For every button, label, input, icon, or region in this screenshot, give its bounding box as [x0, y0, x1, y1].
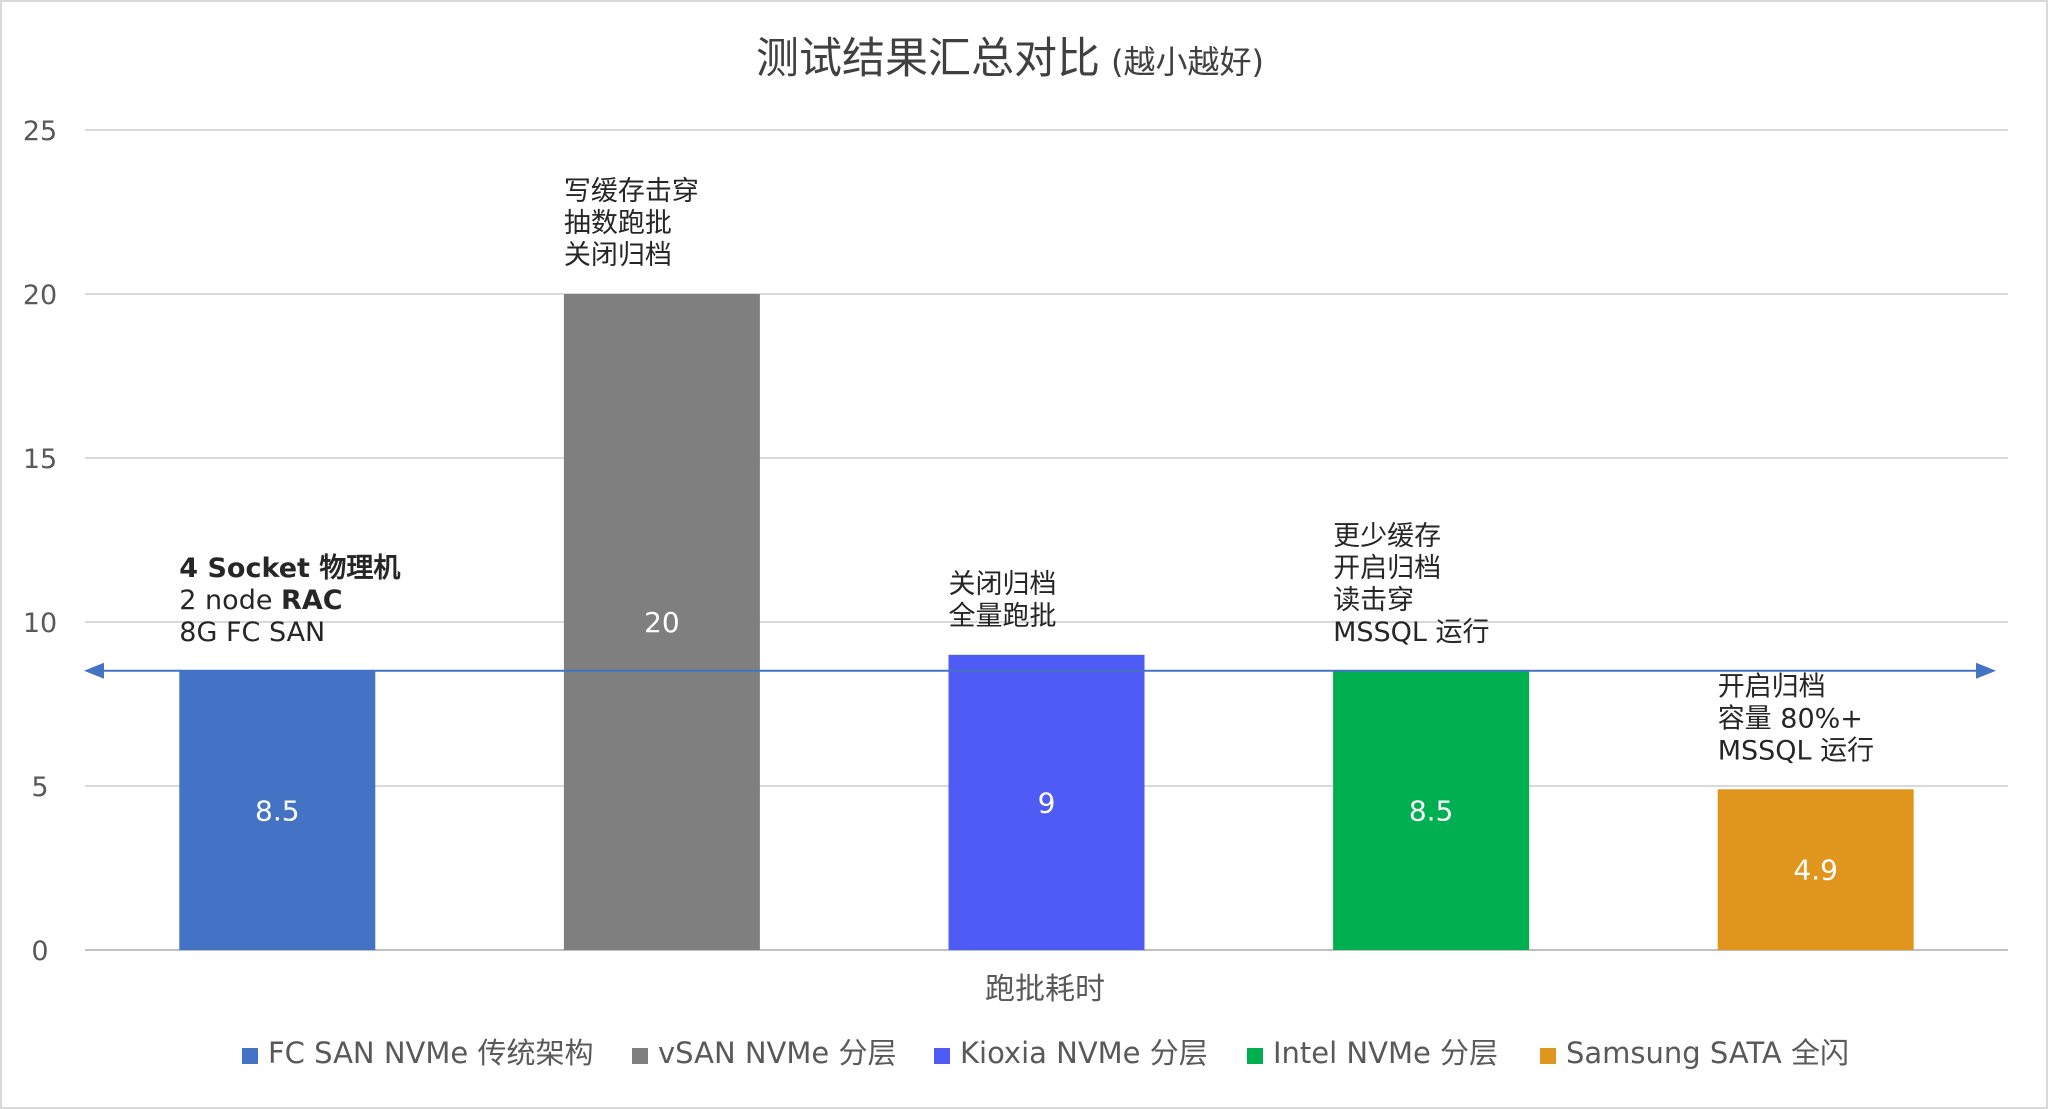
bar-value-label: 9: [1038, 786, 1056, 819]
reference-arrow-right: [1976, 662, 1996, 679]
legend-item: FC SAN NVMe 传统架构: [242, 1036, 593, 1070]
annotation-text: 开启归档: [1718, 671, 1826, 702]
annotation-text: 容量 80%+: [1718, 703, 1863, 734]
reference-line: [84, 662, 1996, 679]
legend-label: Samsung SATA 全闪: [1566, 1036, 1849, 1070]
bar-annotation-line: 更少缓存: [1333, 521, 1441, 552]
y-tick-label: 5: [31, 772, 48, 803]
bar: [179, 671, 376, 950]
bar: [563, 294, 760, 950]
annotation-text: 2 node: [179, 585, 281, 616]
legend: FC SAN NVMe 传统架构 vSAN NVMe 分层 Kioxia NVMe …: [242, 1036, 1849, 1070]
bar: [1333, 671, 1530, 950]
legend-swatch: [242, 1048, 258, 1064]
y-tick-label: 0: [31, 936, 48, 967]
y-tick-label: 25: [23, 116, 57, 147]
bar-annotation-line: MSSQL 运行: [1718, 735, 1874, 766]
chart-title: 测试结果汇总对比: [756, 34, 1100, 84]
bar-annotation-line: 开启归档: [1718, 671, 1826, 702]
bar-value-label: 4.9: [1793, 854, 1838, 887]
annotation-text: 写缓存击穿: [564, 176, 699, 207]
annotation-text: 读击穿: [1333, 585, 1414, 616]
bars: 8.5 20 9 8.5 4.9: [179, 294, 1914, 950]
annotation-text: 抽数跑批: [564, 208, 672, 239]
y-axis-ticks: 0 5 10 15 20 25: [23, 116, 57, 967]
chart-title-group: 测试结果汇总对比 (越小越好): [756, 34, 1264, 84]
annotation-text: RAC: [281, 585, 343, 616]
bar-annotation-line: 8G FC SAN: [179, 617, 325, 648]
bar-annotation-line: 关闭归档: [949, 569, 1057, 600]
legend-item: Samsung SATA 全闪: [1540, 1036, 1849, 1070]
reference-arrow-left: [84, 662, 104, 679]
annotation-text: 更少缓存: [1333, 521, 1441, 552]
annotation-text: 关闭归档: [949, 569, 1057, 600]
chart-subtitle: (越小越好): [1111, 43, 1264, 81]
bar-annotation-line: 4 Socket 物理机: [179, 553, 400, 584]
bar-value-label: 8.5: [1409, 795, 1454, 828]
legend-swatch: [934, 1048, 950, 1064]
y-tick-label: 10: [23, 608, 57, 639]
bar-annotation-line: 读击穿: [1333, 585, 1414, 616]
legend-label: Kioxia NVMe 分层: [960, 1036, 1208, 1070]
legend-label: Intel NVMe 分层: [1273, 1036, 1498, 1070]
legend-swatch: [632, 1048, 648, 1064]
legend-item: Intel NVMe 分层: [1247, 1036, 1498, 1070]
y-tick-label: 20: [23, 280, 57, 311]
legend-swatch: [1247, 1048, 1263, 1064]
x-axis-label: 跑批耗时: [985, 972, 1105, 1007]
legend-item: vSAN NVMe 分层: [632, 1036, 896, 1070]
legend-swatch: [1540, 1048, 1556, 1064]
legend-label: vSAN NVMe 分层: [658, 1036, 896, 1070]
annotation-text: 全量跑批: [949, 601, 1057, 632]
bar-annotation-line: 写缓存击穿: [564, 176, 699, 207]
bar-annotation-line: 全量跑批: [949, 601, 1057, 632]
annotation-text: 4 Socket 物理机: [179, 553, 400, 584]
annotation-text: MSSQL 运行: [1718, 735, 1874, 766]
bar-annotation-line: 开启归档: [1333, 553, 1441, 584]
bar-annotation-line: 容量 80%+: [1718, 703, 1863, 734]
annotation-text: 开启归档: [1333, 553, 1441, 584]
y-tick-label: 15: [23, 444, 57, 475]
bar-value-label: 20: [644, 606, 680, 639]
bar: [1717, 789, 1914, 950]
annotation-text: MSSQL 运行: [1333, 617, 1489, 648]
annotation-text: 关闭归档: [564, 240, 672, 271]
legend-item: Kioxia NVMe 分层: [934, 1036, 1208, 1070]
annotation-text: 8G FC SAN: [179, 617, 325, 648]
bar-value-label: 8.5: [255, 795, 300, 828]
bar-annotation-line: MSSQL 运行: [1333, 617, 1489, 648]
bar: [948, 654, 1145, 950]
bar-annotation-line: 关闭归档: [564, 240, 672, 271]
bar-annotation-line: 2 node RAC: [179, 585, 342, 616]
legend-label: FC SAN NVMe 传统架构: [268, 1036, 593, 1070]
bar-annotation-line: 抽数跑批: [564, 208, 672, 239]
